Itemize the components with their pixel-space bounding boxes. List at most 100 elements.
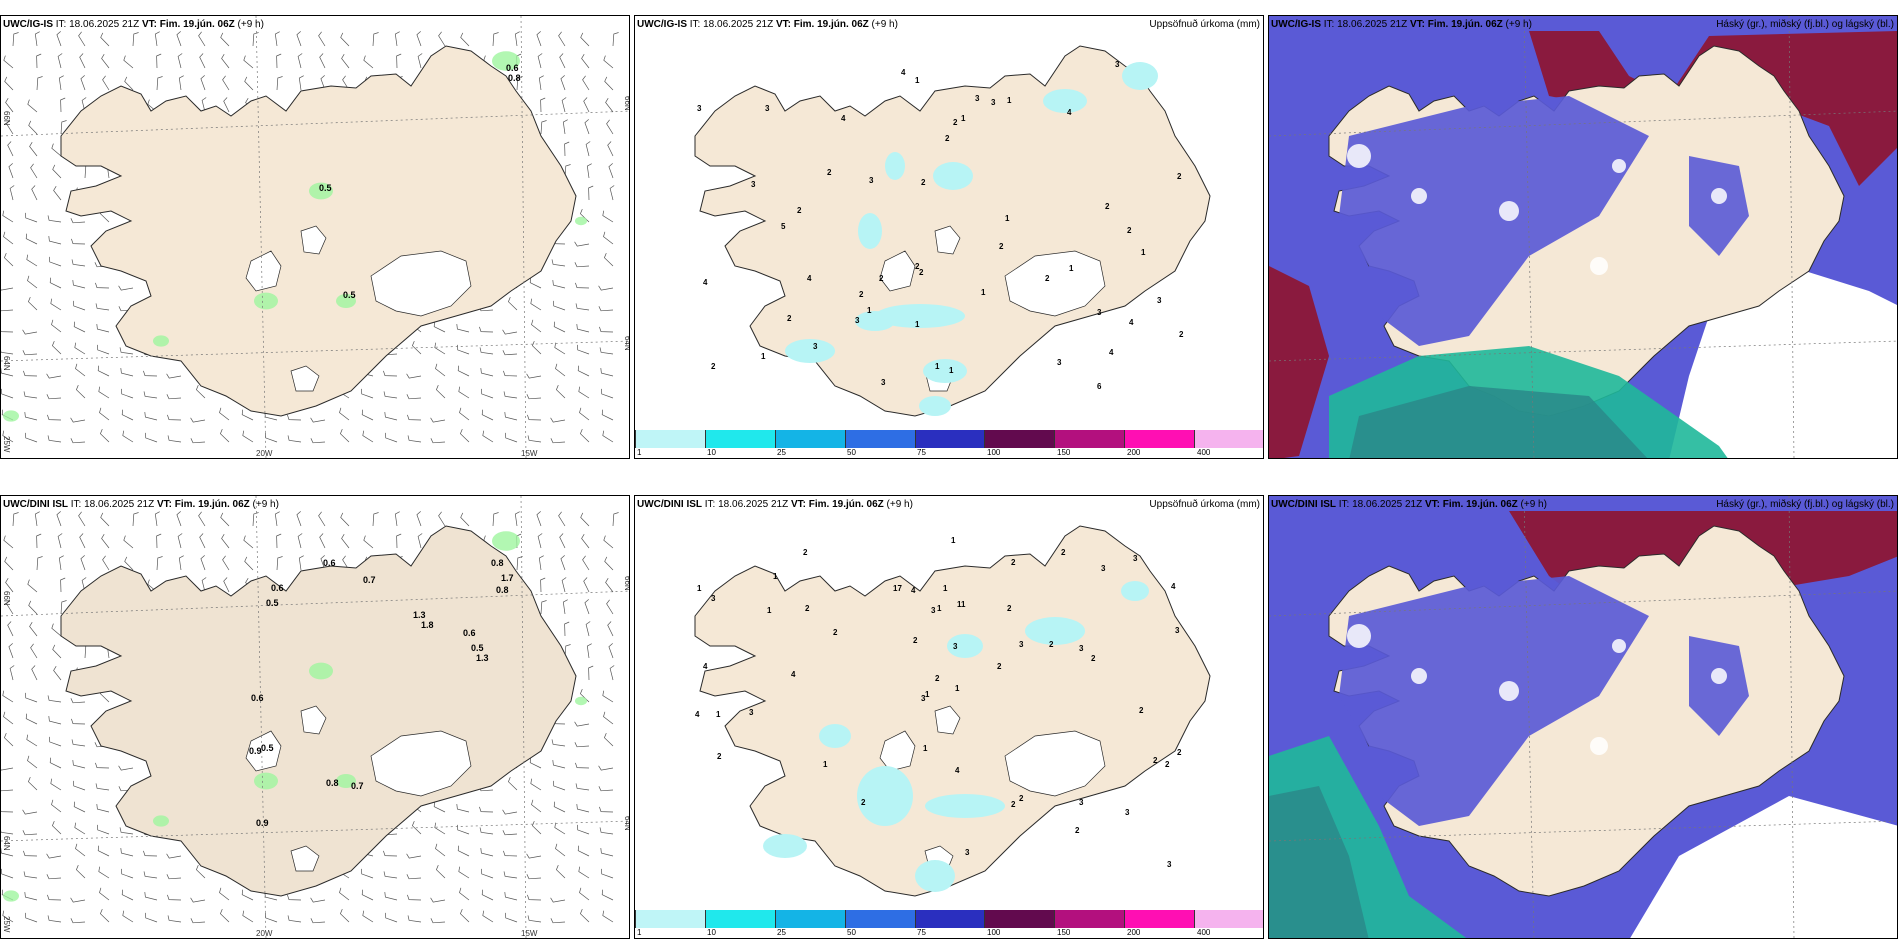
precip-value: 3: [931, 606, 936, 615]
precip-value: 4: [911, 586, 916, 595]
precip-patch: [785, 339, 835, 363]
glacier: [370, 730, 472, 797]
panel-subtitle: Uppsöfnuð úrkoma (mm): [1149, 19, 1260, 30]
cloud-map[interactable]: [1269, 496, 1898, 939]
wind-map[interactable]: 20W 15W 66N 64N 25W 66N 64N 0.6 0.8 1.7 0.8 0.7 0.6 0…: [1, 496, 630, 939]
precip-value: 1: [716, 710, 721, 719]
panel-title: UWC/DINI ISL IT: 18.06.2025 21Z VT: Fim.…: [1271, 499, 1547, 510]
panel-subtitle: Háský (gr.), miðský (fj.bl.) og lágský (…: [1716, 19, 1894, 30]
precip-map[interactable]: 2232141221111211222641451224431313324332…: [635, 16, 1264, 459]
cloud-map[interactable]: [1269, 16, 1898, 459]
glacier: [370, 250, 472, 317]
glacier: [300, 225, 327, 255]
wind-value: 0.6: [463, 628, 476, 638]
precip-value: 4: [695, 710, 700, 719]
precip-value: 2: [935, 674, 940, 683]
precip-value: 2: [833, 628, 838, 637]
precip-value: 2: [1127, 226, 1132, 235]
panel-subtitle: Háský (gr.), miðský (fj.bl.) og lágský (…: [1716, 499, 1894, 510]
precip-value: 1: [961, 114, 966, 123]
precip-value: 1: [915, 76, 920, 85]
precip-value: 2: [1153, 756, 1158, 765]
precip-value: 3: [1101, 564, 1106, 573]
axis-label-64n-right: 64N: [623, 816, 630, 831]
precip-value: 4: [1067, 108, 1072, 117]
precip-value: 2: [787, 314, 792, 323]
precip-value: 2: [1049, 640, 1054, 649]
axis-label-20w: 20W: [256, 929, 273, 938]
precip-value: 2: [1177, 172, 1182, 181]
panel-wind-dini: UWC/DINI ISL IT: 18.06.2025 21Z VT: Fim.…: [0, 495, 630, 939]
wind-value: 0.7: [363, 575, 376, 585]
colorbar-segment: [775, 430, 846, 448]
precip-value: 1: [773, 572, 778, 581]
colorbar-segment: [1055, 430, 1126, 448]
cloud-gap: [1612, 159, 1626, 173]
glacier: [879, 730, 916, 772]
axis-label-66n-right: 66N: [623, 96, 630, 111]
colorbar-segment: [845, 910, 916, 928]
precip-value: 3: [1125, 808, 1130, 817]
wind-map[interactable]: 20W 15W 66N 64N 25W 66N 64N 0.60.8 0.5 0.5: [1, 16, 630, 459]
cloud-clear-region: [1630, 796, 1897, 938]
precip-patch: [885, 152, 905, 180]
precip-value: 2: [1105, 202, 1110, 211]
colorbar-tick-label: 75: [917, 448, 926, 457]
wind-value: 0.6: [506, 63, 519, 73]
graticule-lon: [520, 496, 527, 938]
precip-value: 1: [915, 320, 920, 329]
panel-subtitle: Uppsöfnuð úrkoma (mm): [1149, 499, 1260, 510]
wind-value: 0.7: [351, 781, 364, 791]
precip-value: 4: [1129, 318, 1134, 327]
precip-value: 2: [921, 178, 926, 187]
colorbar-tick-label: 150: [1057, 928, 1071, 937]
cloud-gap: [1347, 624, 1371, 648]
cloud-gap: [1711, 188, 1727, 204]
precip-value: 4: [955, 766, 960, 775]
precip-value: 11: [957, 600, 966, 609]
colorbar-tick-label: 200: [1127, 448, 1141, 457]
precip-patch: [925, 794, 1005, 818]
precip-value: 2: [953, 118, 958, 127]
cloud-gap: [1590, 257, 1608, 275]
colorbar-segment: [845, 430, 916, 448]
wind-value: 0.5: [343, 290, 356, 300]
colorbar-segment: [635, 910, 706, 928]
precip-value: 3: [765, 104, 770, 113]
cloud-gap: [1612, 639, 1626, 653]
precip-value: 4: [1171, 582, 1176, 591]
wind-precip-patch: [153, 335, 169, 347]
wind-value: 0.5: [471, 643, 484, 653]
precip-patch: [858, 213, 882, 249]
precip-value: 2: [999, 242, 1004, 251]
axis-label-64n: 64N: [2, 356, 11, 371]
precip-value: 2: [919, 268, 924, 277]
precip-patch: [1043, 89, 1087, 113]
precip-value: 4: [703, 278, 708, 287]
precip-value: 3: [697, 104, 702, 113]
glacier: [300, 705, 327, 735]
cloud-high-layer: [1529, 31, 1897, 186]
cloud-mid-core: [1269, 786, 1369, 938]
precip-value: 1: [935, 362, 940, 371]
colorbar-tick-label: 50: [847, 928, 856, 937]
wind-precip-patch: [309, 662, 333, 680]
axis-label-66n: 66N: [2, 111, 11, 126]
wind-precip-patch: [575, 696, 587, 706]
wind-value: 0.6: [251, 693, 264, 703]
panel-cloud-igis: UWC/IG-IS IT: 18.06.2025 21Z VT: Fim. 19…: [1268, 15, 1898, 459]
wind-value: 1.8: [421, 620, 434, 630]
graticule-lat: [1269, 340, 1897, 362]
precip-value: 3: [975, 94, 980, 103]
axis-label-15w: 15W: [521, 929, 538, 938]
precip-value: 4: [807, 274, 812, 283]
axis-label-25w: 25W: [2, 436, 11, 453]
glacier: [934, 705, 961, 735]
precip-value: 2: [827, 168, 832, 177]
wind-value: 0.8: [491, 558, 504, 568]
precip-value: 2: [1075, 826, 1080, 835]
graticule-lat: [1, 110, 629, 137]
colorbar-segment: [985, 910, 1056, 928]
glacier: [245, 250, 282, 292]
